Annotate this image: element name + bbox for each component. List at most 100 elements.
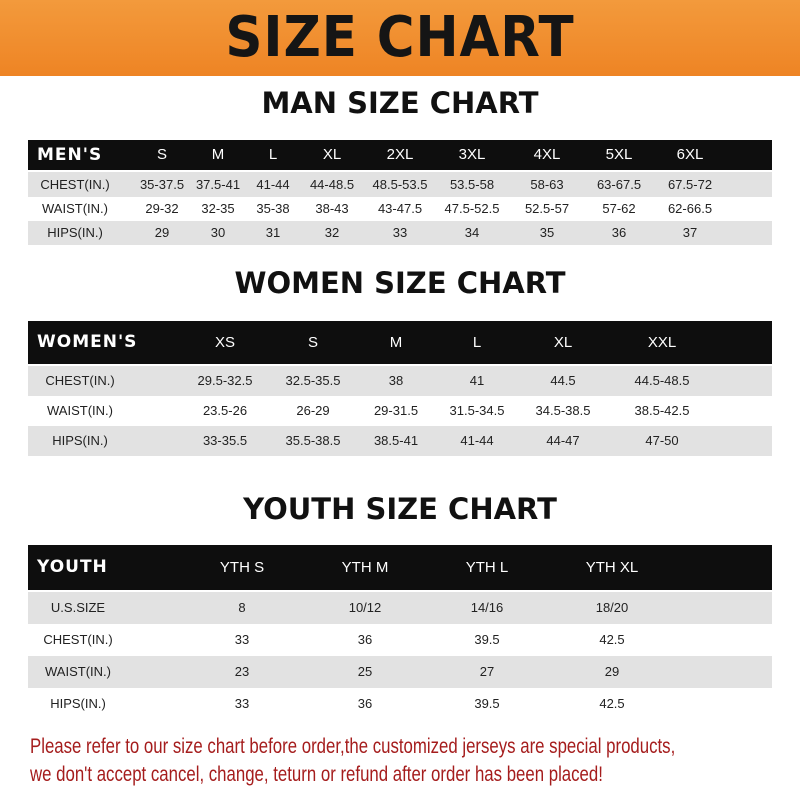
measurement-value: 35.5-38.5	[285, 433, 341, 448]
measurement-value: 36	[357, 632, 373, 647]
measurement-label: CHEST(IN.)	[45, 373, 115, 388]
measurement-label: WAIST(IN.)	[47, 403, 113, 418]
measurement-value: 29-32	[145, 201, 179, 216]
table-row: WAIST(IN.) 23.5-26 26-29 29-31.5 31.5-34.5 34…	[28, 396, 772, 426]
measurement-value: 47.5-52.5	[444, 201, 500, 216]
measurement-value: 31	[265, 225, 281, 240]
measurement-label: WAIST(IN.)	[45, 664, 111, 679]
measurement-value: 44-48.5	[309, 177, 355, 192]
size-header: XXL	[647, 334, 677, 351]
measurement-value: 52.5-57	[524, 201, 570, 216]
size-header: XL	[322, 146, 342, 163]
men-header-row: MEN'S S M L XL 2XL 3XL 4XL 5XL 6XL	[28, 140, 772, 170]
measurement-label: CHEST(IN.)	[43, 632, 113, 647]
men-table-label: MEN'S	[37, 145, 103, 165]
table-row: HIPS(IN.) 33-35.5 35.5-38.5 38.5-41 41-44 44-…	[28, 426, 772, 456]
measurement-value: 25	[357, 664, 373, 679]
size-header: L	[268, 146, 278, 163]
table-row: CHEST(IN.) 29.5-32.5 32.5-35.5 38 41 44.5 44.5…	[28, 366, 772, 396]
measurement-value: 37	[682, 225, 698, 240]
measurement-value: 35	[539, 225, 555, 240]
size-header: YTH M	[341, 559, 389, 576]
measurement-value: 29.5-32.5	[197, 373, 253, 388]
measurement-value: 63-67.5	[596, 177, 642, 192]
measurement-value: 34.5-38.5	[535, 403, 591, 418]
measurement-value: 29	[604, 664, 620, 679]
measurement-value: 41-44	[460, 433, 494, 448]
measurement-value: 29	[154, 225, 170, 240]
size-header: M	[211, 146, 225, 163]
measurement-value: 18/20	[595, 600, 629, 615]
measurement-value: 38-43	[315, 201, 349, 216]
table-row: U.S.SIZE 8 10/12 14/16 18/20	[28, 592, 772, 624]
size-header: YTH S	[219, 559, 265, 576]
size-header: 6XL	[676, 146, 704, 163]
size-header: 5XL	[605, 146, 633, 163]
youth-section-title: YOUTH SIZE CHART	[243, 492, 557, 526]
measurement-value: 27	[479, 664, 495, 679]
measurement-value: 67.5-72	[667, 177, 713, 192]
measurement-value: 44.5-48.5	[634, 373, 690, 388]
measurement-value: 34	[464, 225, 480, 240]
measurement-value: 47-50	[645, 433, 679, 448]
measurement-value: 23.5-26	[202, 403, 248, 418]
size-header: S	[307, 334, 319, 351]
men-section-title: MAN SIZE CHART	[261, 86, 539, 120]
measurement-value: 14/16	[470, 600, 504, 615]
measurement-value: 39.5	[474, 696, 500, 711]
measurement-value: 36	[611, 225, 627, 240]
measurement-value: 42.5	[599, 632, 625, 647]
women-section-title: WOMEN SIZE CHART	[234, 266, 566, 300]
measurement-label: HIPS(IN.)	[50, 696, 106, 711]
size-header: 4XL	[533, 146, 561, 163]
title-banner: SIZE CHART	[0, 0, 800, 76]
size-header: XS	[214, 334, 236, 351]
size-header: M	[389, 334, 403, 351]
measurement-value: 26-29	[296, 403, 330, 418]
measurement-value: 42.5	[599, 696, 625, 711]
measurement-value: 29-31.5	[373, 403, 419, 418]
size-header: YTH XL	[585, 559, 639, 576]
measurement-value: 41	[469, 373, 485, 388]
measurement-value: 62-66.5	[667, 201, 713, 216]
men-size-table: MEN'S S M L XL 2XL 3XL 4XL 5XL 6XL CHEST(IN.) 35-37…	[28, 140, 772, 245]
size-header: YTH L	[465, 559, 509, 576]
measurement-value: 32-35	[201, 201, 235, 216]
women-table-label: WOMEN'S	[37, 332, 138, 352]
measurement-value: 57-62	[602, 201, 636, 216]
measurement-value: 33-35.5	[202, 433, 248, 448]
table-row: WAIST(IN.) 23 25 27 29	[28, 656, 772, 688]
youth-size-table: YOUTH YTH S YTH M YTH L YTH XL U.S.SIZE 8 10/12…	[28, 545, 772, 720]
size-header: 3XL	[458, 146, 486, 163]
measurement-value: 41-44	[256, 177, 290, 192]
measurement-label: U.S.SIZE	[50, 600, 106, 615]
size-header: XL	[553, 334, 573, 351]
measurement-value: 44-47	[546, 433, 580, 448]
measurement-value: 44.5	[550, 373, 576, 388]
measurement-value: 58-63	[530, 177, 564, 192]
measurement-label: WAIST(IN.)	[42, 201, 108, 216]
size-header: 2XL	[386, 146, 414, 163]
measurement-value: 31.5-34.5	[449, 403, 505, 418]
measurement-value: 48.5-53.5	[372, 177, 428, 192]
measurement-value: 33	[234, 632, 250, 647]
measurement-value: 39.5	[474, 632, 500, 647]
measurement-value: 32.5-35.5	[285, 373, 341, 388]
women-header-row: WOMEN'S XS S M L XL XXL	[28, 321, 772, 364]
measurement-value: 38.5-41	[373, 433, 419, 448]
table-row: CHEST(IN.) 33 36 39.5 42.5	[28, 624, 772, 656]
measurement-label: CHEST(IN.)	[40, 177, 110, 192]
measurement-value: 32	[324, 225, 340, 240]
measurement-value: 38	[388, 373, 404, 388]
measurement-value: 37.5-41	[195, 177, 241, 192]
youth-table-label: YOUTH	[37, 557, 108, 577]
measurement-value: 36	[357, 696, 373, 711]
table-row: WAIST(IN.) 29-32 32-35 35-38 38-43 43-47.5 47.…	[28, 197, 772, 221]
measurement-value: 10/12	[348, 600, 382, 615]
table-row: CHEST(IN.) 35-37.5 37.5-41 41-44 44-48.5 48.5…	[28, 172, 772, 197]
table-row: HIPS(IN.) 29 30 31 32 33 34 35 36 37	[28, 221, 772, 245]
table-row: HIPS(IN.) 33 36 39.5 42.5	[28, 688, 772, 720]
page-title: SIZE CHART	[225, 5, 575, 70]
size-header: S	[156, 146, 168, 163]
measurement-value: 33	[234, 696, 250, 711]
